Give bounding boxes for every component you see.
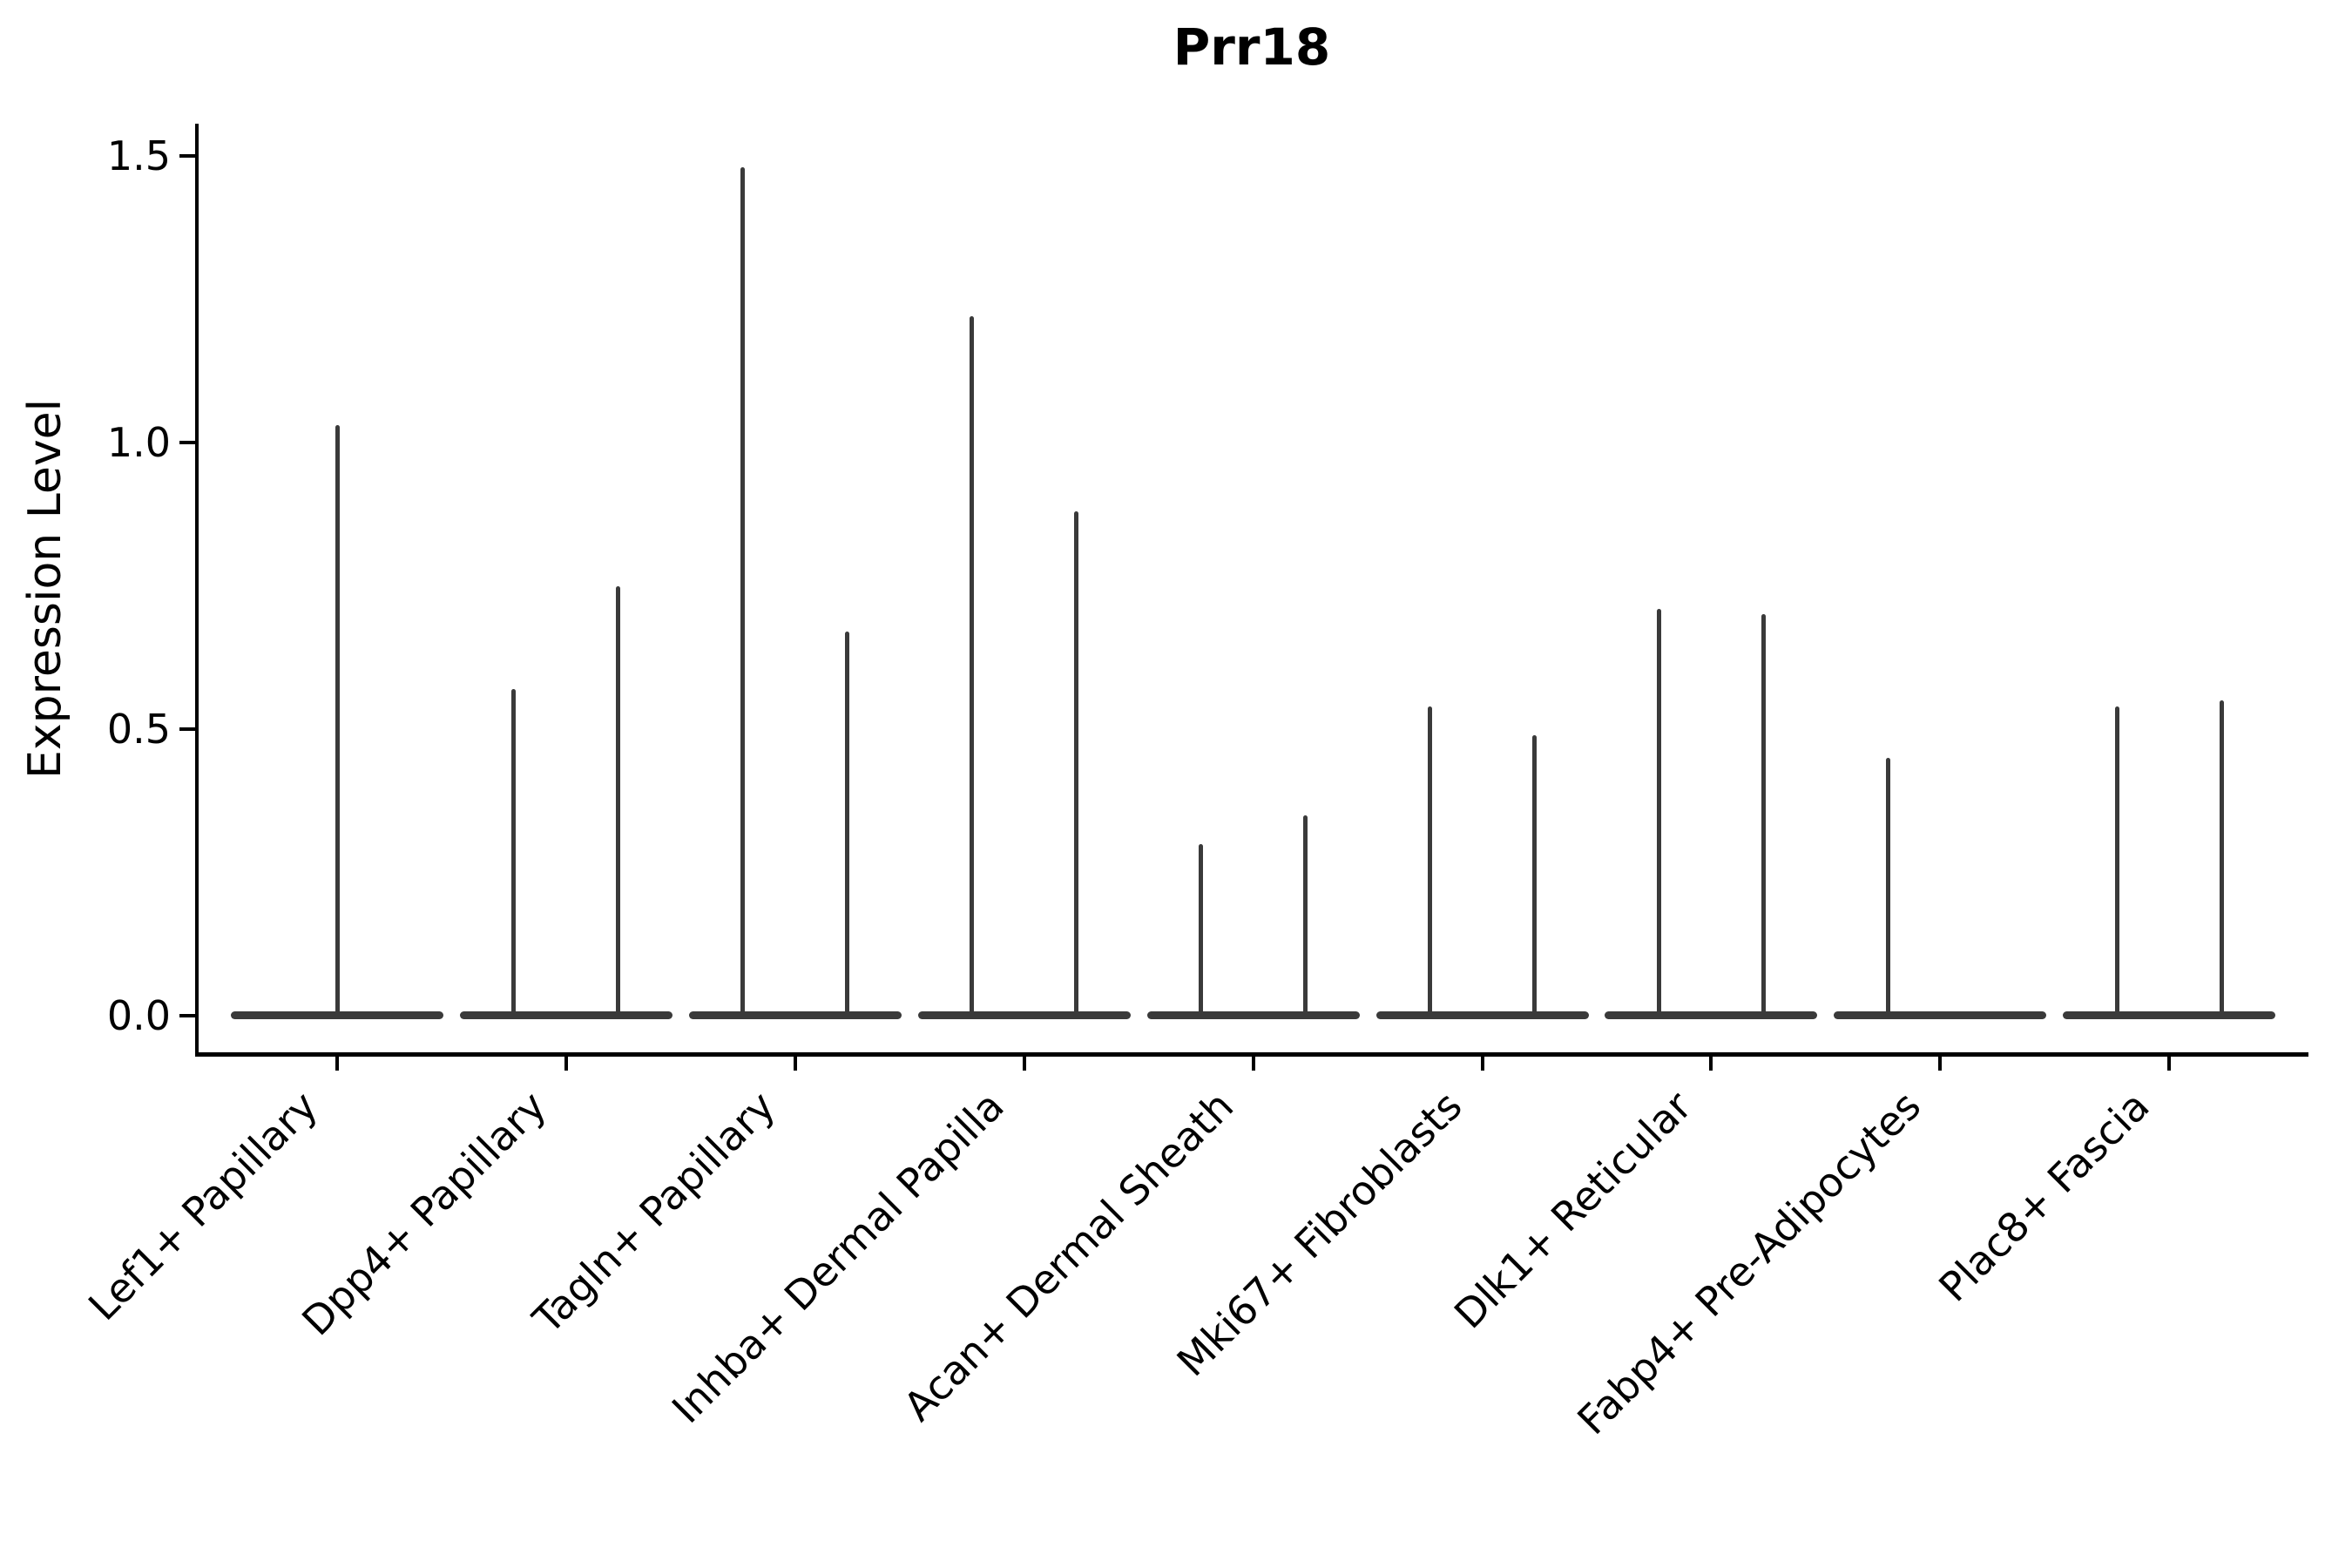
violin-needle xyxy=(1656,608,1661,1017)
violin-needle xyxy=(1761,614,1766,1017)
violin-needle xyxy=(970,316,975,1017)
x-tick xyxy=(564,1057,568,1071)
x-tick-label: Lef1+ Papillary xyxy=(78,1082,327,1330)
x-tick xyxy=(335,1057,339,1071)
x-tick-label: Dpp4+ Papillary xyxy=(293,1082,556,1345)
violin-base xyxy=(917,1011,1131,1019)
y-tick-label: 0.0 xyxy=(106,992,171,1039)
violin-needle xyxy=(2219,700,2224,1017)
violin-base xyxy=(1375,1011,1589,1019)
left-spine xyxy=(195,124,199,1057)
violin-base xyxy=(2063,1011,2276,1019)
violin-needle xyxy=(1885,757,1890,1017)
y-tick xyxy=(179,727,196,731)
violin-base xyxy=(688,1011,902,1019)
y-tick-label: 1.5 xyxy=(106,132,171,179)
y-tick xyxy=(179,154,196,158)
violin-needle xyxy=(740,167,746,1017)
violin-base xyxy=(1146,1011,1360,1019)
y-tick xyxy=(179,1014,196,1017)
violin-needle xyxy=(1428,706,1432,1017)
y-tick-label: 1.0 xyxy=(106,419,171,466)
violin-needle xyxy=(1074,510,1079,1017)
x-tick xyxy=(1709,1057,1713,1071)
violin-needle xyxy=(335,425,340,1017)
y-tick xyxy=(179,441,196,444)
violin-base xyxy=(459,1011,672,1019)
violin-needle xyxy=(1303,814,1308,1017)
x-tick xyxy=(2167,1057,2172,1071)
y-tick-label: 0.5 xyxy=(106,706,171,753)
x-tick xyxy=(1938,1057,1943,1071)
x-tick xyxy=(1251,1057,1255,1071)
violin-needle xyxy=(1199,843,1204,1017)
violin-base xyxy=(1605,1011,1818,1019)
x-tick xyxy=(1022,1057,1026,1071)
violin-needle xyxy=(2114,706,2119,1017)
x-tick-label: Dlk1+ Reticular xyxy=(1444,1082,1700,1338)
violin-needle xyxy=(616,585,621,1017)
violin-needle xyxy=(845,632,850,1017)
x-tick-label: Tagln+ Papillary xyxy=(524,1082,785,1343)
x-tick xyxy=(1480,1057,1484,1071)
bottom-spine xyxy=(195,1052,2308,1057)
violin-needle xyxy=(511,688,517,1017)
x-tick xyxy=(793,1057,797,1071)
violin-base xyxy=(1834,1011,2047,1019)
violin-needle xyxy=(1532,734,1537,1017)
chart-title: Prr18 xyxy=(1173,17,1331,77)
x-tick-label: Plac8+ Fascia xyxy=(1930,1082,2159,1311)
